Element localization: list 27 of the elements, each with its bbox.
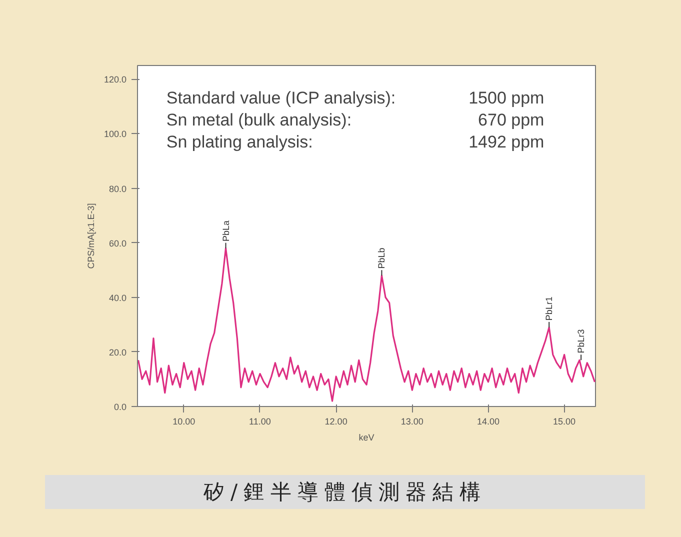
x-tick-label: 13.00 — [400, 416, 424, 426]
annotation: Sn metal (bulk analysis): — [166, 110, 352, 130]
annotation: 670 ppm — [478, 110, 544, 130]
annotation: PbLb — [376, 248, 387, 269]
y-tick-label: 100.0 — [104, 129, 127, 140]
annotation: 1500 ppm — [468, 88, 544, 108]
y-axis-title: CPS/mA[x1.E-3] — [86, 203, 96, 269]
annotation: 1492 ppm — [468, 132, 544, 152]
y-tick-label: 40.0 — [108, 292, 127, 303]
x-axis-title: keV — [358, 432, 374, 442]
x-tick-label: 10.00 — [172, 416, 196, 426]
y-tick-label: 20.0 — [108, 347, 127, 358]
y-tick-label: 120.0 — [104, 74, 127, 85]
annotation: PbLr3 — [576, 329, 586, 354]
x-tick-label: 14.00 — [476, 416, 500, 426]
line-series — [138, 247, 596, 402]
x-tick-label: 11.00 — [249, 416, 271, 426]
y-tick-label: 60.0 — [108, 238, 127, 248]
annotation: Standard value (ICP analysis): — [166, 88, 396, 108]
annotation: PbLa — [220, 220, 231, 242]
x-tick-label: 12.00 — [324, 416, 348, 426]
annotation: PbLr1 — [544, 296, 554, 321]
annotation: Sn plating analysis: — [166, 132, 313, 152]
y-tick-label: 0.0 — [114, 402, 127, 412]
text: 矽/鋰半導體偵測器結構 — [203, 479, 487, 506]
x-tick-label: 15.00 — [553, 416, 576, 426]
y-tick-label: 80.0 — [108, 184, 127, 194]
